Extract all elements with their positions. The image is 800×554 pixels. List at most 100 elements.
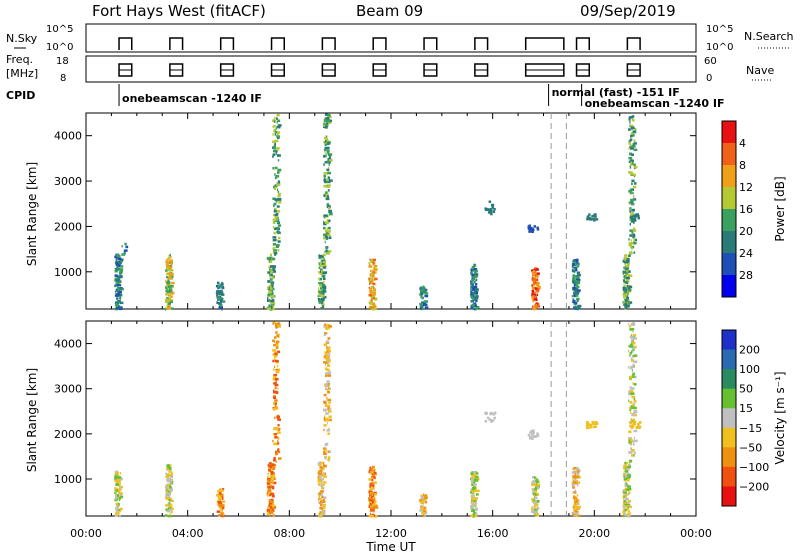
data-cell [167,490,170,494]
data-cell [629,451,633,454]
data-cell [633,165,638,169]
data-cell [531,437,534,441]
data-cell [124,242,127,246]
data-cell [166,304,170,308]
data-cell [626,300,630,304]
data-cell [632,403,634,407]
data-cell [370,269,372,273]
data-cell [166,275,168,279]
data-cell [272,149,275,153]
data-cell [628,366,630,369]
data-cell [628,325,631,328]
data-cell [631,217,634,221]
data-cell [166,464,170,467]
data-cell [533,497,535,500]
data-cell [116,276,120,280]
data-cell [116,509,118,513]
data-cell [321,467,324,470]
data-cell [630,172,634,176]
data-cell [633,406,637,410]
data-cell [474,290,477,293]
data-cell [532,476,535,479]
data-cell [125,245,129,249]
data-cell [327,408,329,411]
data-cell [322,513,325,516]
data-cell [577,514,581,518]
data-cell [577,307,579,311]
data-cell [118,488,122,492]
data-cell [323,178,328,182]
nsky-trace [118,37,133,50]
data-cell [532,435,536,438]
data-cell [531,278,535,281]
data-cell [473,297,476,300]
nsearch-tick-bottom: 10^0 [706,42,733,53]
data-cell [277,194,281,198]
data-cell [115,278,119,282]
data-cell [630,198,634,202]
data-cell [627,479,630,482]
data-cell [484,420,488,423]
data-cell [323,226,326,230]
data-cell [574,261,579,264]
colorbar-swatch [722,231,736,254]
data-cell [622,271,627,274]
data-cell [623,302,628,305]
data-cell [217,495,219,499]
freq-label-line2: [MHz] [6,67,38,80]
data-cell [165,489,168,492]
data-cell [577,304,582,308]
data-cell [278,201,282,204]
data-cell [170,510,173,514]
data-cell [628,254,631,257]
data-cell [623,303,625,306]
data-cell [217,292,222,296]
data-cell [629,139,632,142]
data-cell [491,419,495,422]
data-cell [324,235,329,238]
data-cell [276,330,278,334]
data-cell [272,226,274,229]
data-cell [573,302,577,305]
data-cell [116,505,120,509]
data-cell [323,418,326,422]
data-cell [572,467,574,470]
data-cell [595,422,599,425]
data-cell [373,509,375,513]
data-cell [120,495,124,499]
data-cell [489,412,492,416]
data-cell [632,422,636,426]
data-cell [219,496,222,500]
data-cell [623,501,626,504]
data-cell [424,500,428,504]
data-cell [422,493,425,496]
data-cell [217,287,219,290]
data-cell [277,364,279,368]
data-cell [630,215,634,219]
data-cell [272,270,276,273]
data-cell [325,412,329,415]
data-cell [371,483,375,487]
nsky-tick-top: 10^5 [46,24,73,35]
data-cell [371,279,374,283]
data-cell [322,280,325,284]
data-cell [475,493,479,496]
data-cell [472,471,477,474]
data-cell [471,278,475,282]
data-cell [474,489,477,492]
data-cell [272,339,275,342]
data-cell [167,492,170,495]
data-cell [474,269,478,273]
data-cell [420,289,423,292]
data-cell [572,278,576,281]
data-cell [370,295,374,299]
data-cell [120,268,124,271]
data-cell [325,137,328,141]
data-cell [633,251,636,254]
data-cell [325,356,329,359]
data-cell [631,190,633,194]
data-cell [325,221,329,225]
data-cell [273,213,275,217]
data-cell [273,391,277,394]
data-cell [531,500,534,503]
